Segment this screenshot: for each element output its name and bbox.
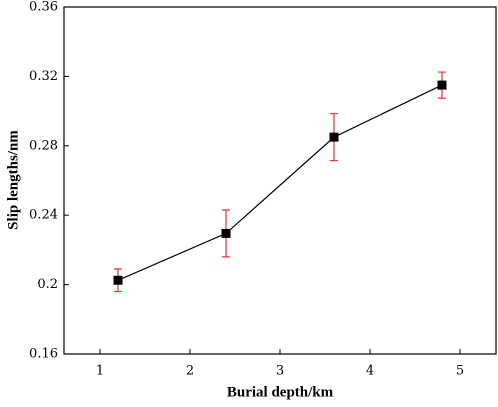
y-tick-label: 0.2 [37, 277, 58, 292]
x-tick-label: 1 [96, 364, 104, 379]
marker [113, 275, 123, 285]
marker [221, 228, 231, 238]
x-tick-label: 3 [276, 364, 284, 379]
marker [437, 80, 447, 90]
y-tick-label: 0.32 [29, 69, 58, 84]
y-tick-label: 0.36 [29, 0, 58, 15]
y-tick-label: 0.16 [29, 347, 58, 362]
x-tick-label: 2 [186, 364, 194, 379]
x-axis-title: Burial depth/km [227, 384, 334, 400]
line [117, 84, 443, 281]
y-tick-label: 0.28 [29, 138, 58, 153]
plot-frame [63, 6, 497, 355]
x-tick-label: 5 [456, 364, 464, 379]
y-tick-label: 0.24 [29, 208, 58, 223]
x-tick-label: 4 [366, 364, 374, 379]
marker [329, 132, 339, 142]
y-axis-title: Slip lengths/nm [5, 130, 21, 230]
